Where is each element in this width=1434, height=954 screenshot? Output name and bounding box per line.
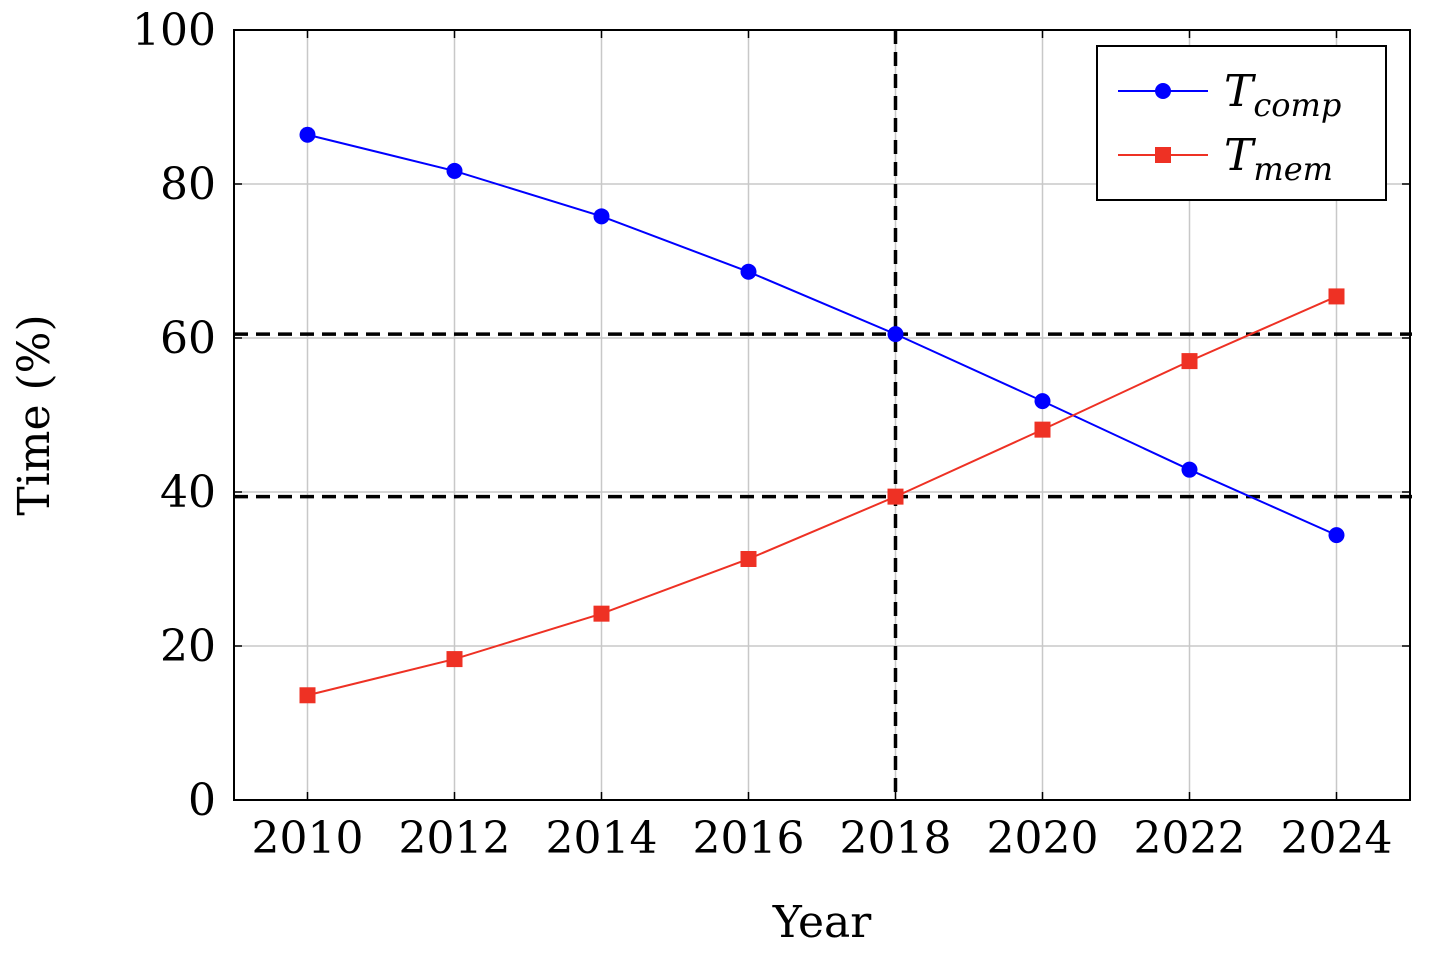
series	[299, 126, 1345, 704]
x-axis-label: Year	[772, 897, 872, 948]
data-point-comp	[1034, 393, 1051, 410]
data-point-mem	[887, 488, 904, 505]
series-line-comp	[307, 133, 1337, 537]
data-point-mem	[299, 687, 316, 704]
legend-entry-mem: Tmem	[1118, 130, 1333, 188]
y-tick-label: 60	[160, 313, 216, 364]
x-tick-label: 2014	[546, 813, 658, 864]
x-tick-label: 2022	[1134, 813, 1246, 864]
y-tick-label: 40	[160, 467, 216, 518]
data-point-mem	[1328, 288, 1345, 305]
x-tick-label: 2024	[1281, 813, 1393, 864]
data-point-comp	[740, 263, 757, 280]
data-point-mem	[446, 651, 463, 668]
legend-entry-comp: Tcomp	[1118, 66, 1341, 124]
y-axis-label: Time (%)	[9, 314, 60, 515]
x-tick-label: 2016	[693, 813, 805, 864]
data-point-comp	[593, 208, 610, 225]
legend-marker-comp	[1155, 83, 1171, 99]
data-point-comp	[1181, 461, 1198, 478]
data-point-comp	[1328, 527, 1345, 544]
legend-marker-mem	[1155, 147, 1171, 163]
y-tick-labels: 0 20 40 60 80 100	[132, 5, 216, 826]
data-point-comp	[887, 326, 904, 343]
x-tick-label: 2020	[987, 813, 1099, 864]
data-point-mem	[1181, 353, 1198, 370]
x-tick-label: 2012	[399, 813, 511, 864]
x-tick-labels: 2010 2012 2014 2016 2018 2020 2022 2024	[252, 813, 1393, 864]
plot-frame	[233, 29, 1411, 801]
legend-box	[1096, 45, 1387, 201]
series-comp	[299, 126, 1345, 544]
legend-label-comp: Tcomp	[1224, 66, 1341, 124]
y-tick-label: 0	[188, 775, 216, 826]
y-tick-label: 100	[132, 5, 216, 56]
data-point-comp	[299, 126, 316, 143]
legend: Tcomp Tmem	[1096, 45, 1387, 201]
series-mem	[299, 288, 1345, 704]
legend-label-mem: Tmem	[1224, 130, 1333, 188]
data-point-mem	[593, 605, 610, 622]
data-point-mem	[1034, 421, 1051, 438]
reference-lines	[234, 30, 1412, 800]
series-line-mem	[307, 295, 1337, 697]
x-tick-label: 2010	[252, 813, 364, 864]
x-tick-label: 2018	[840, 813, 952, 864]
data-point-comp	[446, 162, 463, 179]
y-tick-label: 20	[160, 621, 216, 672]
data-point-mem	[740, 550, 757, 567]
y-tick-label: 80	[160, 159, 216, 210]
